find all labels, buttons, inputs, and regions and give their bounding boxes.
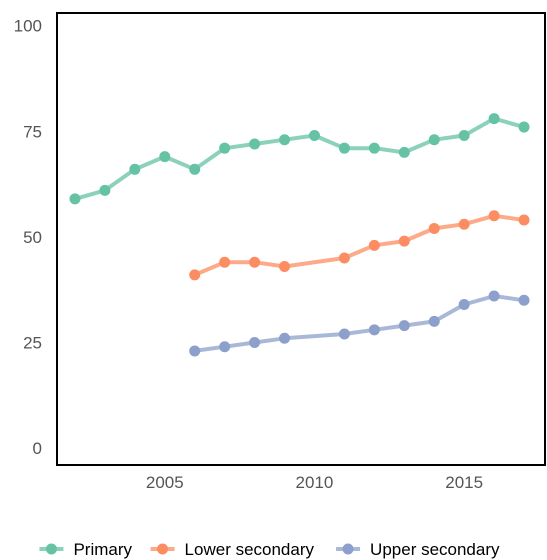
data-point-lower-secondary xyxy=(338,252,350,264)
data-point-upper-secondary xyxy=(189,345,201,357)
data-point-primary xyxy=(428,134,440,146)
y-tick-label: 50 xyxy=(23,228,42,247)
data-point-primary xyxy=(458,130,470,142)
data-point-primary xyxy=(99,184,111,196)
x-tick-label: 2005 xyxy=(146,473,184,492)
legend-swatch-dot xyxy=(342,543,354,555)
data-point-upper-secondary xyxy=(398,320,410,332)
data-point-upper-secondary xyxy=(428,315,440,327)
data-point-upper-secondary xyxy=(338,328,350,340)
data-point-upper-secondary xyxy=(458,298,470,310)
data-point-lower-secondary xyxy=(488,210,500,222)
x-tick-label: 2010 xyxy=(296,473,334,492)
data-point-upper-secondary xyxy=(279,332,291,344)
data-point-upper-secondary xyxy=(518,294,530,306)
plot-frame xyxy=(56,12,546,466)
data-point-lower-secondary xyxy=(458,218,470,230)
data-point-primary xyxy=(69,193,81,205)
legend-item-lower-secondary: Lower secondary xyxy=(150,540,315,559)
data-point-primary xyxy=(279,134,291,146)
data-point-lower-secondary xyxy=(189,269,201,281)
y-axis: 0 25 50 75 100 xyxy=(14,17,42,458)
x-axis: 2005 2010 2015 xyxy=(146,473,483,492)
data-point-upper-secondary xyxy=(368,324,380,336)
y-tick-label: 75 xyxy=(23,122,42,141)
legend: Primary Lower secondary Upper secondary xyxy=(39,540,500,559)
y-tick-label: 0 xyxy=(33,439,42,458)
data-point-primary xyxy=(308,130,320,142)
legend-item-upper-secondary: Upper secondary xyxy=(336,540,500,559)
data-point-lower-secondary xyxy=(398,235,410,247)
series-points xyxy=(69,113,530,357)
legend-item-primary: Primary xyxy=(39,540,133,559)
y-tick-label: 25 xyxy=(23,333,42,352)
data-point-upper-secondary xyxy=(488,290,500,302)
data-point-primary xyxy=(159,151,171,163)
legend-label: Upper secondary xyxy=(370,540,500,559)
data-point-lower-secondary xyxy=(279,260,291,272)
data-point-primary xyxy=(129,163,141,175)
data-point-upper-secondary xyxy=(219,341,231,353)
data-point-lower-secondary xyxy=(368,239,380,251)
legend-label: Primary xyxy=(73,540,132,559)
data-point-primary xyxy=(338,142,350,154)
data-point-lower-secondary xyxy=(428,222,440,234)
data-point-primary xyxy=(488,113,500,125)
data-point-upper-secondary xyxy=(249,336,261,348)
legend-label: Lower secondary xyxy=(185,540,315,559)
data-point-primary xyxy=(368,142,380,154)
data-point-primary xyxy=(219,142,231,154)
x-tick-label: 2015 xyxy=(445,473,483,492)
data-point-primary xyxy=(249,138,261,150)
series-line-primary xyxy=(73,116,526,201)
legend-swatch-dot xyxy=(157,543,169,555)
data-point-lower-secondary xyxy=(249,256,261,268)
data-point-primary xyxy=(189,163,201,175)
legend-swatch-dot xyxy=(45,543,57,555)
data-point-primary xyxy=(398,146,410,158)
data-point-primary xyxy=(518,121,530,133)
y-tick-label: 100 xyxy=(14,17,42,36)
data-point-lower-secondary xyxy=(518,214,530,226)
data-point-lower-secondary xyxy=(219,256,231,268)
